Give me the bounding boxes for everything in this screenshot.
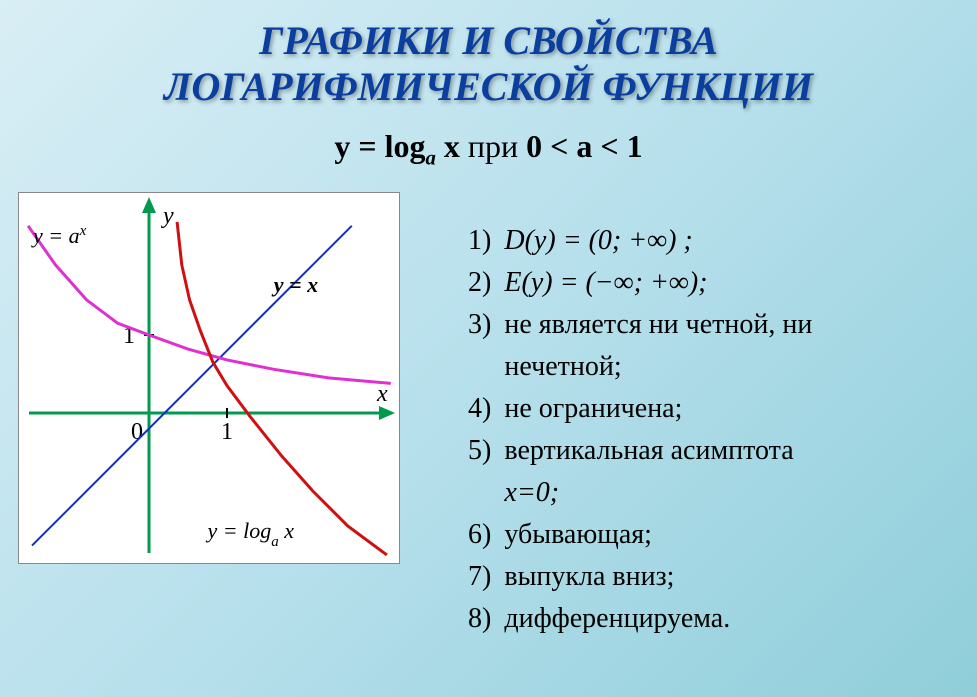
property-item: 2)E(y) = (−∞; +∞); [468,262,812,304]
property-number: 7) [468,556,504,598]
formula-sub: a [426,146,436,169]
property-number: 3) [468,304,504,346]
property-item: 5)вертикальная асимптота [468,430,812,472]
formula-lhs: y = [334,128,384,164]
title-line-1: ГРАФИКИ И СВОЙСТВА [0,18,977,64]
property-item: 3)не является ни четной, ни [468,304,812,346]
property-item: 7)выпукла вниз; [468,556,812,598]
property-text: не ограничена; [504,393,682,424]
property-item: 8)дифференцируема. [468,598,812,640]
content-row: 011xyy = xy = axy = loga x 1)D(y) = (0; … [0,192,977,668]
svg-text:y = ax: y = ax [31,223,87,248]
property-item: 6)убывающая; [468,514,812,556]
properties-list: 1)D(y) = (0; +∞) ;2)E(y) = (−∞; +∞);3)не… [428,220,812,640]
property-text: нечетной; [504,351,621,382]
property-text: E(y) = (−∞; +∞); [504,267,707,298]
graph: 011xyy = xy = axy = loga x [18,192,400,564]
property-text: вертикальная асимптота [504,435,793,466]
property-number: 6) [468,514,504,556]
property-number: 5) [468,430,504,472]
property-item: x=0; [468,472,812,514]
slide-title: ГРАФИКИ И СВОЙСТВА ЛОГАРИФМИЧЕСКОЙ ФУНКЦ… [0,0,977,110]
formula-cond: 0 < a < 1 [526,128,642,164]
graph-svg: 011xyy = xy = axy = loga x [19,193,399,563]
property-item: 4)не ограничена; [468,388,812,430]
property-number: 8) [468,598,504,640]
property-item: нечетной; [468,346,812,388]
property-text: дифференцируема. [504,603,730,634]
property-text: убывающая; [504,519,652,550]
property-text: D(y) = (0; +∞) ; [504,225,692,256]
svg-text:y = loga x: y = loga x [206,518,295,550]
title-line-2: ЛОГАРИФМИЧЕСКОЙ ФУНКЦИИ [0,64,977,110]
property-item: 1)D(y) = (0; +∞) ; [468,220,812,262]
property-number: 1) [468,220,504,262]
formula: y = loga x при 0 < a < 1 [0,128,977,170]
formula-x: x [436,128,460,164]
formula-log: log [385,128,426,164]
property-text: не является ни четной, ни [504,309,812,340]
property-text: выпукла вниз; [504,561,674,592]
property-number: 4) [468,388,504,430]
svg-text:x: x [376,381,388,407]
property-text: x=0; [504,477,559,508]
svg-text:y = x: y = x [271,272,318,297]
svg-text:y: y [161,203,174,229]
formula-at: при [460,128,526,164]
svg-text:1: 1 [221,419,233,445]
property-number: 2) [468,262,504,304]
